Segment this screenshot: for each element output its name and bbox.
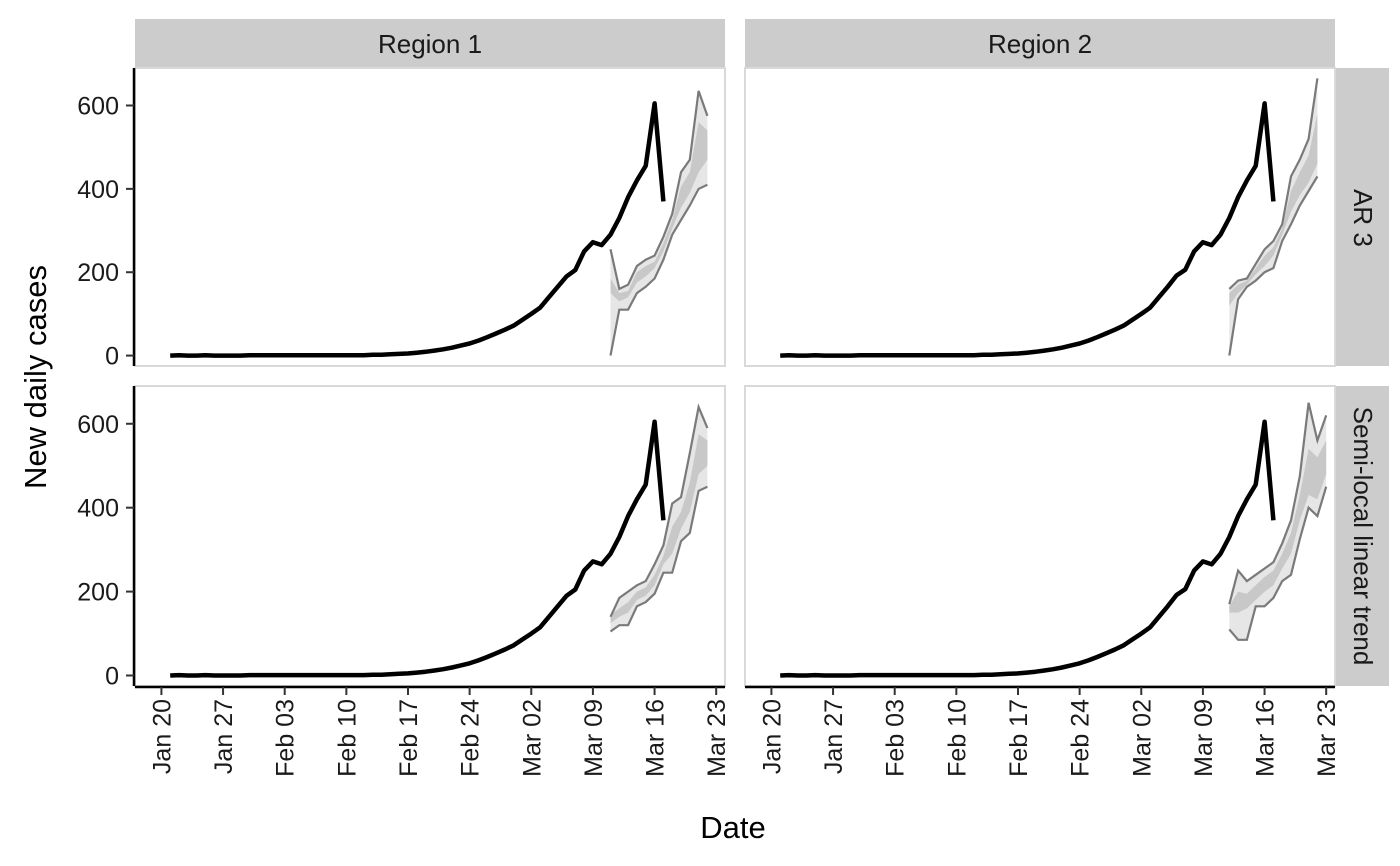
x-tick-label: Feb 10 (943, 699, 971, 777)
x-tick-label: Jan 27 (820, 699, 848, 774)
forecast-interval-outer (610, 90, 708, 356)
forecast-lower-bound-line (609, 485, 708, 633)
y-tick-label: 400 (77, 495, 119, 523)
panel-background (134, 385, 726, 687)
x-tick-label: Feb 17 (1005, 699, 1033, 777)
y-tick-label: 200 (77, 579, 119, 607)
observed-cases-line (780, 101, 1276, 358)
panel (134, 385, 726, 687)
x-tick-label: Mar 09 (1190, 699, 1218, 777)
y-axes: 0 200 400 600 0 200 400 600 (77, 68, 136, 691)
row-strip-background (1335, 68, 1389, 366)
forecast-upper-bound-line (1228, 402, 1328, 605)
column-strip-label: Region 1 (378, 29, 482, 59)
x-tick-label: Mar 02 (1128, 699, 1156, 777)
row-strip-label: AR 3 (1348, 189, 1378, 247)
column-strip-label: Region 2 (988, 29, 1092, 59)
y-tick-label: 400 (77, 176, 119, 204)
panel-content (780, 78, 1319, 358)
column-strip-background (135, 19, 725, 68)
x-tick-label: Mar 02 (518, 699, 546, 777)
forecast-lower-bound-line (1228, 486, 1328, 641)
panel-background (134, 67, 726, 367)
forecast-lower-bound-line (1228, 175, 1319, 356)
x-tick-label: Mar 16 (1252, 699, 1280, 777)
x-tick-label: Jan 20 (148, 699, 176, 774)
y-axis: 0 200 400 600 (77, 386, 136, 691)
forecast-lower-bound-line (609, 183, 708, 356)
x-tick-label: Feb 10 (333, 699, 361, 777)
y-axis: 0 200 400 600 (77, 68, 136, 371)
x-tick-label: Feb 03 (882, 699, 910, 777)
row-strip-label: Semi-local linear trend (1348, 407, 1378, 666)
column-strip-region-1: Region 1 (135, 19, 725, 68)
x-tick-label: Jan 27 (210, 699, 238, 774)
forecast-interval-inner (610, 122, 708, 302)
plot-panels (134, 67, 1336, 687)
x-tick-label: Feb 17 (395, 699, 423, 777)
forecast-interval-inner (610, 434, 708, 624)
y-tick-label: 600 (77, 93, 119, 121)
forecast-upper-bound-line (1228, 78, 1319, 290)
panel-background (744, 67, 1336, 367)
column-strip-background (745, 19, 1335, 68)
y-tick-label: 200 (77, 259, 119, 287)
x-axis: Jan 20 Jan 27 Feb 03 Feb 10 Feb 17 Feb 24 Mar … (745, 685, 1341, 777)
x-tick-label: Mar 23 (703, 699, 731, 777)
forecast-interval-inner (1229, 113, 1318, 306)
x-axes: Jan 20 Jan 27 Feb 03 Feb 10 Feb 17 Feb 24 Mar … (135, 685, 1341, 777)
x-tick-label: Mar 23 (1313, 699, 1341, 777)
x-tick-label: Mar 16 (642, 699, 670, 777)
panel (744, 67, 1336, 367)
panel-content (170, 90, 709, 358)
panel-background (744, 385, 1336, 687)
panel (744, 385, 1336, 687)
x-axis-title: Date (700, 810, 765, 845)
x-tick-label: Jan 20 (758, 699, 786, 774)
observed-cases-line (170, 419, 666, 678)
row-strip-background (1335, 386, 1389, 686)
panel-content (780, 402, 1328, 678)
forecast-upper-bound-line (609, 403, 709, 618)
x-tick-label: Mar 09 (580, 699, 608, 777)
y-tick-label: 0 (105, 663, 119, 691)
y-tick-label: 600 (77, 411, 119, 439)
forecast-upper-bound-line (609, 90, 709, 291)
panel (134, 67, 726, 367)
row-strip-ar3: AR 3 (1335, 68, 1389, 366)
row-strip-semi-local-linear-trend: Semi-local linear trend (1335, 386, 1389, 686)
observed-cases-line (170, 101, 666, 358)
x-tick-label: Feb 24 (1067, 699, 1095, 777)
column-strip-region-2: Region 2 (745, 19, 1335, 68)
x-axis: Jan 20 Jan 27 Feb 03 Feb 10 Feb 17 Feb 24 Mar … (135, 685, 731, 777)
panel-content (170, 403, 709, 678)
y-tick-label: 0 (105, 343, 119, 371)
x-tick-label: Feb 24 (457, 699, 485, 777)
x-tick-label: Feb 03 (272, 699, 300, 777)
observed-cases-line (780, 419, 1276, 678)
forecast-interval-inner (1229, 440, 1327, 613)
y-axis-title: New daily cases (18, 265, 53, 489)
